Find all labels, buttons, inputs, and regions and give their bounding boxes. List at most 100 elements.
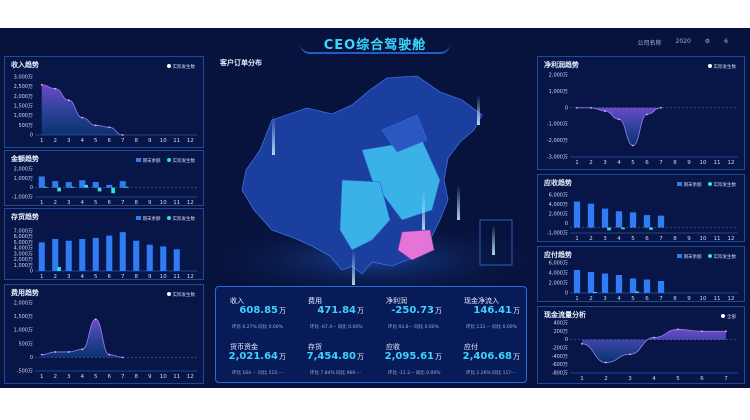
y-tick-label: 1,500万 — [14, 104, 33, 110]
kpi-value: 471.84万 — [317, 305, 364, 316]
kpi-comparison: 环比 0.27% 同比 0.00% — [232, 325, 283, 330]
dashboard: CEO综合驾驶舱 公司名称 2020 ⚙ 6 收入趋势 实际发生数 3,000万… — [0, 28, 750, 388]
x-tick-label: 1 — [580, 376, 584, 382]
kpi-card[interactable]: 收入 608.85万 环比 0.27% 同比 0.00% — [218, 291, 294, 335]
x-tick-label: 11 — [714, 160, 721, 166]
data-point — [660, 106, 662, 109]
legend-label: 实际发生数 — [172, 159, 196, 164]
x-tick-label: 8 — [673, 296, 677, 302]
period-select[interactable]: 6 — [724, 38, 728, 45]
gear-icon[interactable]: ⚙ — [704, 38, 711, 45]
kpi-unit: 万 — [357, 353, 364, 361]
kpi-card[interactable]: 净利润 -250.73万 环比 93.8··· 同比 0.00% — [374, 291, 450, 335]
y-tick-label: -3,000万 — [547, 155, 568, 161]
y-tick-label: 0 — [30, 133, 33, 139]
y-tick-label: 2,000万 — [549, 281, 568, 287]
legend-label: 实际发生数 — [172, 217, 196, 222]
year-select[interactable]: 2020 — [675, 38, 691, 45]
x-tick-label: 5 — [631, 236, 635, 242]
x-tick-label: 1 — [575, 236, 579, 242]
x-tick-label: 5 — [94, 374, 98, 380]
kpi-card[interactable]: 货币资金 2,021.64万 环比 164.··· 同比 515.··· — [218, 337, 294, 381]
bar-mark — [79, 239, 86, 271]
panel-title: 费用趋势 — [11, 289, 39, 297]
province-north-dark[interactable] — [381, 114, 428, 153]
kpi-card[interactable]: 应收 2,095.61万 环比 -11.2··· 同比 0.00% — [374, 337, 450, 381]
data-point — [725, 330, 727, 333]
netprofit-trend-panel: 净利润趋势 实际发生数 2,000万 1,000万 0 -1,000万 -2,000万 -… — [537, 56, 745, 170]
province-guangdong-pink[interactable] — [397, 229, 435, 261]
x-tick-label: 9 — [687, 296, 691, 302]
y-tick-label: 3,000万 — [14, 251, 33, 257]
receivable-trend-panel: 应收趋势 期末余额 实际发生数 6,000万 4,000万 2,000万 0 -1,00… — [537, 174, 745, 242]
area-fill — [577, 107, 661, 146]
legend-dot-icon — [707, 254, 712, 258]
area-fill — [41, 319, 123, 358]
y-tick-label: 1,000万 — [14, 328, 33, 334]
x-tick-label: 7 — [724, 376, 728, 382]
y-tick-label: 3,000万 — [14, 75, 33, 81]
kpi-card[interactable]: 应付 2,406.68万 环比 2.26% 同比 117··· — [452, 337, 528, 381]
bar-mark — [119, 181, 126, 188]
x-tick-label: 2 — [604, 376, 608, 382]
y-tick-label: 2,000万 — [14, 94, 33, 100]
y-tick-label: 1,000万 — [14, 113, 33, 119]
bar-mark — [601, 273, 609, 293]
kpi-value: 2,021.64万 — [229, 351, 286, 362]
x-tick-label: 6 — [108, 274, 112, 280]
kpi-card[interactable]: 费用 471.84万 环比 -67.4··· 同比 0.00% — [296, 291, 372, 335]
bar-mark — [629, 278, 637, 293]
y-tick-label: 1,500万 — [14, 314, 33, 320]
x-tick-label: 9 — [148, 200, 152, 206]
bar-mark — [643, 215, 651, 228]
x-tick-label: 6 — [108, 200, 112, 206]
company-select[interactable]: 公司名称 — [637, 40, 662, 47]
data-point — [40, 353, 43, 356]
legend-label: 实际发生数 — [713, 183, 737, 188]
legend-label: 期末余额 — [142, 217, 161, 222]
province-southwest-light[interactable] — [339, 179, 391, 251]
bar-mark-secondary — [57, 187, 61, 192]
x-tick-label: 1 — [40, 200, 44, 206]
kpi-card[interactable]: 现金净流入 146.41万 环比 133.··· 同比 0.00% — [452, 291, 528, 335]
x-tick-label: 2 — [54, 374, 58, 380]
kpi-card[interactable]: 存货 7,454.80万 环比 7.84% 同比 969.··· — [296, 337, 372, 381]
legend-dot-icon — [707, 182, 712, 186]
legend-dot-icon — [166, 158, 171, 162]
kpi-value-number: 146.41 — [473, 305, 512, 316]
kpi-unit: 万 — [513, 307, 520, 315]
x-tick-label: 5 — [676, 376, 680, 382]
bar-mark — [629, 212, 637, 228]
x-tick-label: 11 — [173, 200, 180, 206]
title-frame — [300, 32, 450, 54]
y-tick-label: 2,000万 — [14, 301, 33, 307]
legend-square-icon — [135, 158, 141, 162]
x-tick-label: 10 — [700, 160, 707, 166]
y-tick-label: -600万 — [552, 362, 568, 368]
x-tick-label: 9 — [687, 236, 691, 242]
bar-mark — [38, 176, 45, 188]
map-beam-icon — [422, 190, 425, 230]
x-tick-label: 2 — [589, 296, 593, 302]
x-tick-label: 1 — [40, 138, 44, 144]
x-tick-label: 2 — [589, 236, 593, 242]
y-tick-label: 2,000万 — [14, 167, 33, 173]
y-tick-label: 0 — [565, 221, 568, 227]
panel-title: 应收趋势 — [544, 179, 572, 187]
y-tick-label: 0 — [565, 337, 568, 343]
kpi-comparison: 环比 -67.4··· 同比 0.00% — [310, 325, 363, 330]
legend-square-icon — [676, 182, 682, 186]
legend-label: 期末余额 — [142, 159, 161, 164]
legend-square-icon — [135, 216, 141, 220]
bar-mark — [587, 203, 595, 228]
x-tick-label: 1 — [40, 274, 44, 280]
x-tick-label: 12 — [187, 138, 194, 144]
kpi-value: 146.41万 — [473, 305, 520, 316]
x-tick-label: 4 — [617, 160, 621, 166]
cashflow-panel: 现金流量分析 全部 400万 200万 0 -200万 -400万 -600万 -800万 1… — [537, 306, 745, 384]
bar-mark-secondary — [649, 227, 653, 230]
panel-title: 存货趋势 — [11, 213, 39, 221]
china-order-map[interactable] — [212, 70, 532, 290]
